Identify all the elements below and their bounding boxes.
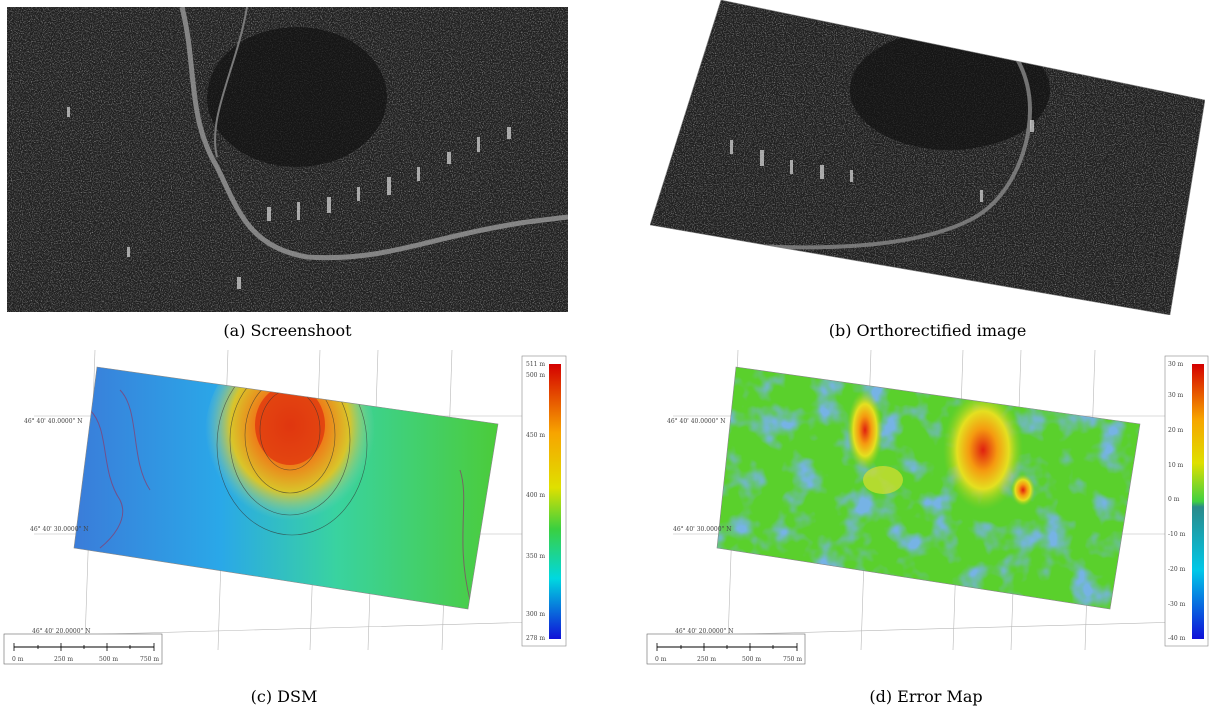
- err-scale-0: 0 m: [655, 656, 667, 663]
- err-colorbar: 30 m 30 m 20 m 10 m 0 m -10 m -20 m -30 …: [1164, 355, 1209, 647]
- dsm-scale-750: 750 m: [140, 656, 159, 663]
- err-scale-250: 250 m: [697, 656, 716, 663]
- err-lat-label-3: 46° 40' 20.0000" N: [675, 628, 733, 635]
- err-scale-bar: 0 m 250 m 500 m 750 m: [646, 633, 806, 665]
- dsm-cb-511: 511 m: [526, 361, 545, 368]
- err-scale-750: 750 m: [783, 656, 802, 663]
- dsm-lat-label-2: 46° 40' 30.0000" N: [30, 526, 88, 533]
- err-cb-neg30: -30 m: [1168, 601, 1186, 608]
- err-scale-500: 500 m: [742, 656, 761, 663]
- err-cb-0: 0 m: [1168, 496, 1180, 503]
- err-lat-label-2: 46° 40' 30.0000" N: [673, 526, 731, 533]
- caption-a: (a) Screenshoot: [223, 321, 352, 340]
- dsm-scale-500: 500 m: [99, 656, 118, 663]
- dsm-cb-350: 350 m: [526, 553, 545, 560]
- err-cb-top: 30 m: [1168, 361, 1184, 368]
- dsm-cb-300: 300 m: [526, 611, 545, 618]
- dsm-lat-label-3: 46° 40' 20.0000" N: [32, 628, 90, 635]
- dsm-scale-bar: 0 m 250 m 500 m 750 m: [3, 633, 163, 665]
- err-cb-neg40: -40 m: [1168, 635, 1186, 642]
- dsm-cb-500: 500 m: [526, 372, 545, 379]
- error-map: 46° 40' 40.0000" N 46° 40' 30.0000" N 46…: [643, 349, 1209, 670]
- err-cb-30: 30 m: [1168, 392, 1184, 399]
- err-cb-20: 20 m: [1168, 427, 1184, 434]
- screenshot-image: [7, 6, 569, 312]
- orthorectified-image: [649, 0, 1206, 316]
- dsm-scale-250: 250 m: [54, 656, 73, 663]
- err-cb-neg10: -10 m: [1168, 531, 1186, 538]
- dsm-colorbar: 511 m 500 m 450 m 400 m 350 m 300 m 278 …: [521, 355, 567, 647]
- caption-d: (d) Error Map: [869, 687, 983, 706]
- dsm-cb-400: 400 m: [526, 492, 545, 499]
- dsm-lat-label-1: 46° 40' 40.0000" N: [24, 418, 82, 425]
- caption-c: (c) DSM: [250, 687, 318, 706]
- err-lat-label-1: 46° 40' 40.0000" N: [667, 418, 725, 425]
- dsm-cb-278: 278 m: [526, 635, 545, 642]
- dsm-scale-0: 0 m: [12, 656, 24, 663]
- caption-b: (b) Orthorectified image: [828, 321, 1027, 340]
- dsm-map: 46° 40' 40.0000" N 46° 40' 30.0000" N 46…: [0, 349, 568, 670]
- err-cb-neg20: -20 m: [1168, 566, 1186, 573]
- err-cb-10: 10 m: [1168, 462, 1184, 469]
- dsm-cb-450: 450 m: [526, 432, 545, 439]
